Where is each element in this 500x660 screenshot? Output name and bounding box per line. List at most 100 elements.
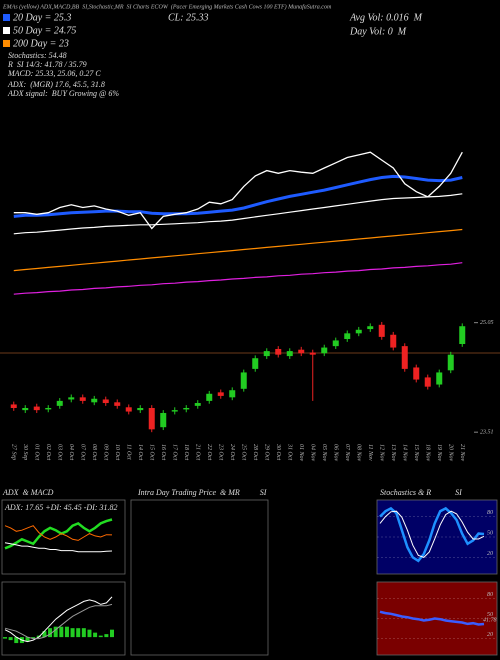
- histogram-bar: [53, 626, 58, 638]
- histogram-bar: [81, 628, 86, 638]
- candle-body: [22, 408, 29, 411]
- candle-body: [355, 329, 362, 334]
- annotation: CL: 25.33: [168, 12, 209, 23]
- x-tick-label: 29 Oct: [263, 444, 269, 460]
- candle-body: [171, 410, 178, 412]
- candle-body: [378, 324, 385, 337]
- histogram-bar: [8, 637, 13, 641]
- legend-swatch: [3, 14, 10, 21]
- x-tick-label: 17 Oct: [171, 444, 177, 460]
- moving-average-line: [13, 228, 463, 272]
- panel: [130, 499, 269, 656]
- x-tick-label: 28 Oct: [252, 444, 258, 460]
- candle-body: [413, 367, 420, 380]
- x-tick-label: 30 Oct: [275, 443, 281, 460]
- annotation: ADX signal: BUY Growing @ 6%: [7, 89, 119, 98]
- candle-body: [102, 399, 109, 404]
- indicator-line: [4, 525, 113, 541]
- panel-title: Intra Day Trading Price & MR SI: [137, 488, 267, 497]
- x-tick-label: 10 Oct: [114, 444, 120, 460]
- x-tick-label: 01 Oct: [33, 444, 39, 460]
- candle-body: [286, 351, 293, 357]
- candle-body: [298, 349, 305, 354]
- histogram-bar: [70, 628, 75, 638]
- candle-body: [68, 397, 75, 400]
- x-tick-label: 13 Nov: [390, 444, 396, 462]
- annotation: Avg Vol: 0.016 M: [349, 12, 423, 23]
- x-tick-label: 11 Oct: [125, 444, 131, 460]
- x-tick-label: 04 Nov: [309, 444, 316, 462]
- histogram-bar: [36, 635, 41, 638]
- legend-label: 50 Day = 24.75: [13, 25, 76, 36]
- annotation: MACD: 25.33, 25.06, 0.27 C: [7, 69, 101, 78]
- annotation: 41.78: [483, 616, 497, 623]
- candle-body: [10, 404, 17, 408]
- x-tick-label: 20 Nov: [447, 444, 453, 462]
- histogram-bar: [3, 637, 7, 639]
- price-line: [13, 151, 463, 230]
- candle-body: [447, 354, 454, 371]
- x-tick-label: 11 Nov: [367, 444, 373, 461]
- x-tick-label: 14 Nov: [401, 444, 408, 462]
- x-tick-label: 08 Nov: [355, 444, 361, 462]
- annotation: Day Vol: 0 M: [349, 26, 407, 37]
- candle-body: [91, 398, 98, 403]
- annotation: Stochastics: 54.48: [8, 51, 67, 60]
- candle-body: [332, 340, 339, 347]
- y-tick-label: 80: [487, 510, 493, 516]
- histogram-bar: [104, 634, 109, 638]
- x-tick-label: 14 Oct: [137, 444, 144, 460]
- candle-body: [275, 348, 282, 355]
- y-tick-label: 20: [487, 551, 493, 557]
- x-tick-label: 05 Nov: [321, 444, 327, 462]
- candle-body: [344, 333, 351, 340]
- annotation: ADX: (MGR) 17.6, 45.5, 31.8: [7, 80, 105, 89]
- x-tick-label: 08 Oct: [91, 444, 97, 460]
- y-tick-label: 50: [487, 612, 493, 618]
- panel-title: ADX & MACD: [2, 488, 54, 497]
- x-tick-label: 21 Oct: [194, 444, 200, 460]
- x-tick-label: 12 Nov: [378, 444, 384, 462]
- candle-body: [240, 372, 247, 389]
- panel: [1, 499, 126, 575]
- x-tick-label: 23 Oct: [217, 444, 223, 460]
- x-tick-label: 30 Sep: [22, 443, 28, 460]
- y-tick-label: 50: [487, 530, 493, 536]
- moving-average-line: [13, 174, 463, 218]
- candle-body: [424, 377, 431, 387]
- x-tick-label: 02 Oct: [45, 444, 51, 460]
- annotation: R SI 14/3: 41.78 / 35.79: [7, 60, 87, 69]
- legend-label: 20 Day = 25.3: [13, 12, 71, 23]
- candle-body: [206, 393, 213, 401]
- candle-body: [252, 358, 259, 369]
- histogram-bar: [48, 628, 53, 638]
- x-tick-label: 09 Oct: [102, 444, 108, 460]
- candle-body: [125, 407, 132, 412]
- candle-body: [401, 346, 408, 369]
- candle-body: [390, 334, 397, 348]
- histogram-bar: [76, 628, 81, 638]
- legend-label: 200 Day = 23: [13, 38, 69, 49]
- histogram-bar: [25, 637, 30, 642]
- histogram-bar: [98, 635, 103, 638]
- candle-body: [436, 372, 443, 385]
- y-tick-label: 80: [487, 592, 493, 598]
- histogram-bar: [110, 629, 114, 638]
- candle-body: [148, 408, 155, 430]
- x-tick-label: 24 Oct: [229, 444, 236, 460]
- x-tick-label: 27 Sep: [10, 444, 16, 460]
- candle-body: [114, 402, 121, 406]
- x-tick-label: 01 Nov: [298, 444, 304, 462]
- x-tick-label: 06 Nov: [332, 444, 338, 462]
- histogram-bar: [93, 632, 98, 638]
- panel-title: Stochastics & R SI: [380, 488, 462, 497]
- indicator-line: [4, 596, 113, 643]
- candle-body: [194, 403, 201, 406]
- histogram-bar: [87, 629, 92, 638]
- candle-body: [160, 412, 167, 428]
- candle-body: [367, 326, 374, 330]
- candle-body: [459, 326, 466, 344]
- candle-body: [309, 352, 316, 355]
- candle-body: [33, 406, 40, 411]
